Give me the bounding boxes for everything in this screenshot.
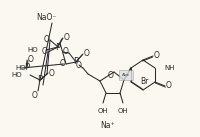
Text: O: O [28,55,34,65]
Text: O: O [76,61,82,69]
Text: O: O [42,48,48,56]
Text: O: O [108,72,114,81]
Text: Br: Br [140,76,148,85]
Text: NH: NH [164,65,174,71]
Text: OH: OH [98,108,108,114]
Text: O: O [60,59,66,68]
Text: HO: HO [27,47,38,53]
Text: O: O [84,48,90,58]
Text: NaO⁻: NaO⁻ [36,14,56,22]
Text: P: P [73,58,79,66]
Text: O: O [32,92,38,101]
Text: O: O [64,32,70,42]
Text: O: O [154,52,160,61]
Text: OH: OH [118,108,128,114]
Text: O: O [49,68,55,78]
FancyBboxPatch shape [120,71,134,81]
Text: O: O [44,35,50,44]
Text: HO: HO [11,72,22,78]
Text: Abc: Abc [122,73,130,77]
Text: O: O [166,82,172,91]
Text: HO: HO [15,65,26,71]
Text: O: O [63,48,69,56]
Text: P: P [55,42,61,52]
Text: P: P [24,64,30,72]
Text: P: P [37,75,43,85]
Text: Na⁺: Na⁺ [101,121,115,129]
